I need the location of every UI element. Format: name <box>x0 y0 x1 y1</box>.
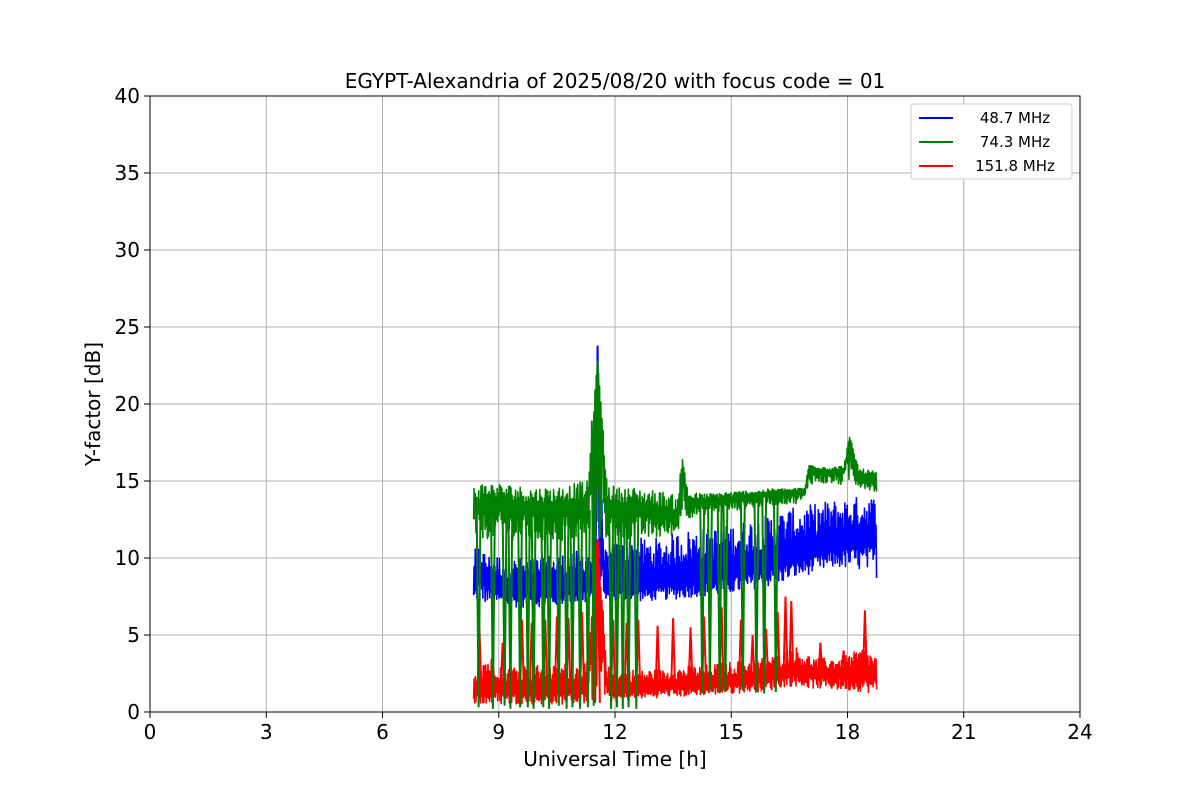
legend-label: 48.7 MHz <box>980 109 1050 127</box>
series-peak <box>594 557 601 703</box>
series-spike <box>840 650 847 677</box>
x-tick-label: 9 <box>492 720 505 744</box>
y-tick-label: 30 <box>115 238 140 262</box>
series-line <box>472 361 878 541</box>
series-spike <box>594 539 601 559</box>
series-spike <box>524 511 531 708</box>
series-spike <box>782 596 789 675</box>
x-tick-label: 18 <box>835 720 860 744</box>
series-spike <box>625 511 632 708</box>
series-spike <box>753 496 760 693</box>
series-spike <box>749 634 756 683</box>
series-spike <box>507 509 514 709</box>
chart-title: EGYPT-Alexandria of 2025/08/20 with focu… <box>345 69 886 93</box>
series-spike <box>722 500 729 693</box>
y-tick-label: 0 <box>127 700 140 724</box>
x-tick-label: 21 <box>951 720 976 744</box>
series-spike <box>761 495 768 694</box>
series-spike <box>540 511 547 708</box>
y-tick-label: 10 <box>115 546 140 570</box>
legend-label: 74.3 MHz <box>980 133 1050 151</box>
x-tick-label: 6 <box>376 720 389 744</box>
data-series <box>472 345 878 709</box>
series-spike <box>739 498 746 691</box>
series-spike <box>699 503 706 694</box>
series-spike <box>475 510 482 708</box>
series-spike <box>619 511 626 709</box>
series-spike <box>546 511 553 709</box>
y-tick-label: 5 <box>127 623 140 647</box>
legend-label: 151.8 MHz <box>975 157 1055 175</box>
series-line <box>472 544 878 706</box>
series-spike <box>633 512 640 709</box>
series-spike <box>569 510 576 708</box>
x-tick-label: 15 <box>719 720 744 744</box>
series-spike <box>555 510 562 706</box>
x-axis-label: Universal Time [h] <box>523 747 706 771</box>
series-spike <box>862 610 868 677</box>
series-spike <box>584 510 591 708</box>
legend-box <box>910 103 1073 180</box>
series-74-3-mhz <box>472 360 878 709</box>
series-spike <box>654 625 661 689</box>
series-spike <box>788 601 795 674</box>
x-tick-label: 12 <box>602 720 627 744</box>
x-tick-label: 24 <box>1067 720 1092 744</box>
series-spike <box>817 642 824 677</box>
series-spike <box>716 501 723 694</box>
series-spike <box>670 618 677 688</box>
y-tick-label: 35 <box>115 161 140 185</box>
series-spike <box>501 508 508 706</box>
y-tick-label: 20 <box>115 392 140 416</box>
series-spike <box>772 494 779 693</box>
series-spike <box>490 507 496 709</box>
y-tick-label: 25 <box>115 315 140 339</box>
series-spike <box>517 510 523 708</box>
x-tick-label: 3 <box>260 720 273 744</box>
legend: 48.7 MHz 74.3 MHz 151.8 MHz <box>910 103 1073 180</box>
series-spike <box>590 420 597 706</box>
series-spike <box>614 511 620 708</box>
series-spike <box>687 627 694 688</box>
series-spike <box>608 510 615 709</box>
x-tick-label: 0 <box>144 720 157 744</box>
y-axis-label: Y-factor [dB] <box>81 342 105 467</box>
series-spike <box>530 511 537 709</box>
y-tick-label: 15 <box>115 469 140 493</box>
series-spike <box>707 502 713 691</box>
series-line <box>472 352 878 608</box>
y-tick-label: 40 <box>115 84 140 108</box>
series-spike <box>563 510 570 709</box>
axis-ticks: 0 3 6 9 12 15 18 21 24 0 5 10 15 20 25 30 35 40 <box>115 84 1093 744</box>
series-spike <box>577 510 584 709</box>
